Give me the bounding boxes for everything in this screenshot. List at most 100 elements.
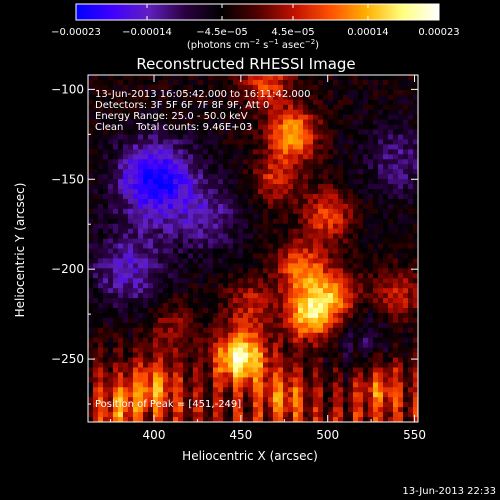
image-cell: [98, 129, 104, 135]
image-cell: [168, 119, 174, 125]
image-cell: [273, 134, 279, 140]
image-cell: [358, 412, 364, 418]
image-cell: [128, 288, 134, 294]
image-cell: [178, 377, 184, 383]
image-cell: [363, 273, 369, 279]
image-cell: [343, 327, 349, 334]
image-cell: [323, 357, 329, 363]
image-cell: [233, 387, 239, 393]
image-cell: [358, 104, 364, 111]
image-cell: [398, 387, 404, 393]
image-cell: [123, 84, 129, 91]
image-cell: [93, 278, 99, 284]
image-cell: [293, 253, 299, 259]
image-cell: [183, 233, 189, 239]
image-cell: [368, 213, 374, 220]
image-cell: [153, 273, 159, 279]
image-cell: [228, 94, 234, 101]
image-cell: [178, 213, 184, 220]
image-cell: [338, 109, 344, 116]
image-cell: [243, 357, 249, 363]
image-cell: [203, 238, 209, 244]
image-cell: [343, 159, 349, 165]
image-cell: [343, 144, 349, 150]
image-cell: [408, 317, 414, 324]
image-cell: [258, 372, 264, 378]
image-cell: [98, 397, 104, 403]
image-cell: [333, 198, 339, 205]
image-cell: [188, 139, 194, 145]
image-cell: [283, 119, 289, 125]
image-cell: [368, 293, 374, 299]
image-cell: [198, 417, 204, 423]
image-cell: [363, 288, 369, 294]
image-cell: [213, 89, 219, 96]
image-cell: [248, 392, 254, 398]
image-cell: [393, 228, 399, 235]
image-cell: [88, 342, 94, 349]
image-cell: [133, 293, 139, 299]
image-cell: [368, 223, 374, 230]
image-cell: [223, 312, 229, 319]
image-cell: [358, 99, 364, 106]
image-cell: [148, 109, 154, 116]
image-cell: [238, 372, 244, 378]
image-cell: [253, 109, 259, 116]
image-cell: [403, 94, 409, 101]
image-cell: [248, 109, 254, 116]
image-cell: [373, 99, 379, 106]
image-cell: [343, 79, 349, 86]
image-cell: [378, 193, 384, 200]
image-cell: [183, 327, 189, 334]
image-cell: [308, 198, 314, 205]
image-cell: [268, 139, 274, 145]
image-cell: [283, 258, 289, 264]
image-cell: [178, 273, 184, 279]
image-cell: [303, 397, 309, 403]
image-cell: [288, 238, 294, 244]
image-cell: [388, 357, 394, 363]
image-cell: [88, 377, 94, 383]
image-cell: [218, 317, 224, 324]
image-cell: [363, 397, 369, 403]
image-cell: [218, 223, 224, 230]
image-cell: [123, 169, 129, 175]
image-cell: [163, 94, 169, 101]
image-cell: [318, 372, 324, 378]
image-cell: [383, 114, 389, 121]
image-cell: [223, 332, 229, 339]
image-cell: [163, 84, 169, 91]
image-cell: [293, 119, 299, 125]
image-cell: [158, 407, 164, 413]
image-cell: [263, 332, 269, 339]
image-cell: [403, 174, 409, 180]
image-cell: [373, 109, 379, 116]
image-cell: [308, 273, 314, 279]
image-cell: [103, 218, 109, 225]
image-cell: [243, 288, 249, 294]
image-cell: [248, 382, 254, 388]
image-cell: [148, 223, 154, 230]
image-cell: [388, 382, 394, 388]
image-cell: [288, 134, 294, 140]
image-cell: [403, 109, 409, 116]
image-cell: [103, 417, 109, 423]
image-cell: [258, 238, 264, 244]
image-cell: [338, 119, 344, 125]
image-cell: [358, 248, 364, 254]
image-cell: [323, 342, 329, 349]
image-cell: [203, 134, 209, 140]
image-cell: [283, 114, 289, 121]
image-cell: [338, 179, 344, 185]
image-cell: [188, 367, 194, 373]
image-cell: [238, 352, 244, 358]
image-cell: [368, 372, 374, 378]
image-cell: [233, 114, 239, 121]
image-cell: [318, 179, 324, 185]
image-cell: [93, 208, 99, 215]
image-cell: [328, 154, 334, 160]
image-cell: [213, 169, 219, 175]
image-cell: [248, 352, 254, 358]
image-cell: [328, 417, 334, 423]
image-cell: [388, 303, 394, 309]
